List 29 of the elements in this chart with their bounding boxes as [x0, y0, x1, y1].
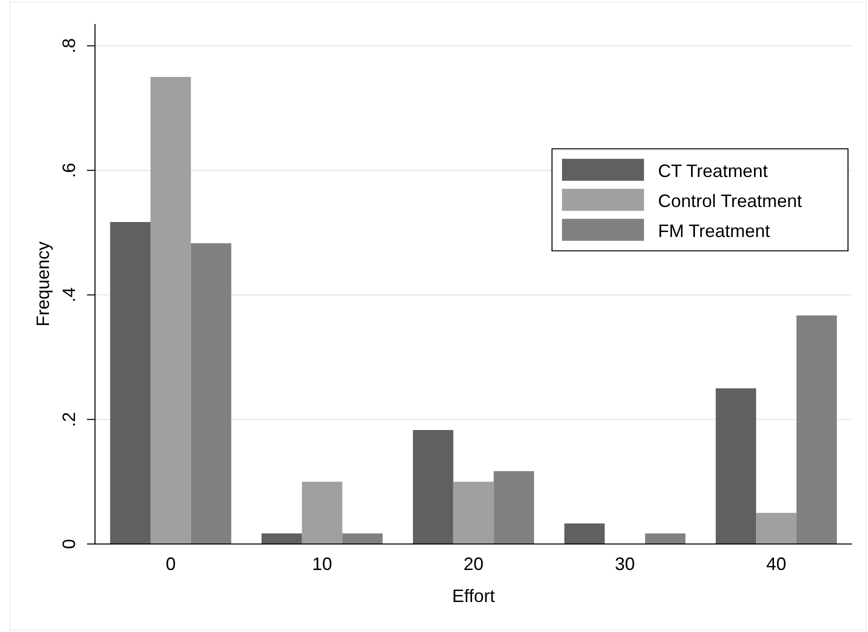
bar	[412, 430, 454, 544]
bar	[564, 523, 605, 544]
y-axis-title: Frequency	[33, 241, 53, 327]
x-tick-label: 40	[766, 554, 786, 574]
bar	[190, 243, 232, 544]
y-tick-label: .4	[59, 287, 79, 302]
bar	[302, 482, 342, 544]
x-tick-label: 30	[614, 554, 635, 574]
bar	[453, 482, 494, 544]
y-tick-label: .8	[59, 38, 79, 54]
y-tick-label: 0	[59, 538, 79, 550]
y-tick-label: .6	[59, 162, 79, 178]
x-tick-label: 10	[312, 554, 332, 574]
bar	[110, 222, 151, 544]
bar	[342, 533, 383, 544]
bar	[494, 471, 534, 544]
bar	[645, 533, 686, 544]
legend-label: FM Treatment	[658, 220, 770, 241]
x-tick-label: 0	[166, 554, 176, 574]
bar	[796, 315, 837, 544]
legend-label: Control Treatment	[658, 190, 802, 211]
bar	[756, 512, 796, 544]
bar	[150, 76, 191, 544]
bar	[716, 388, 756, 544]
x-axis-title: Effort	[452, 586, 495, 606]
legend-label: CT Treatment	[658, 160, 768, 181]
y-tick-label: .2	[59, 412, 79, 427]
bar	[262, 533, 302, 544]
x-tick-label: 20	[463, 554, 484, 574]
